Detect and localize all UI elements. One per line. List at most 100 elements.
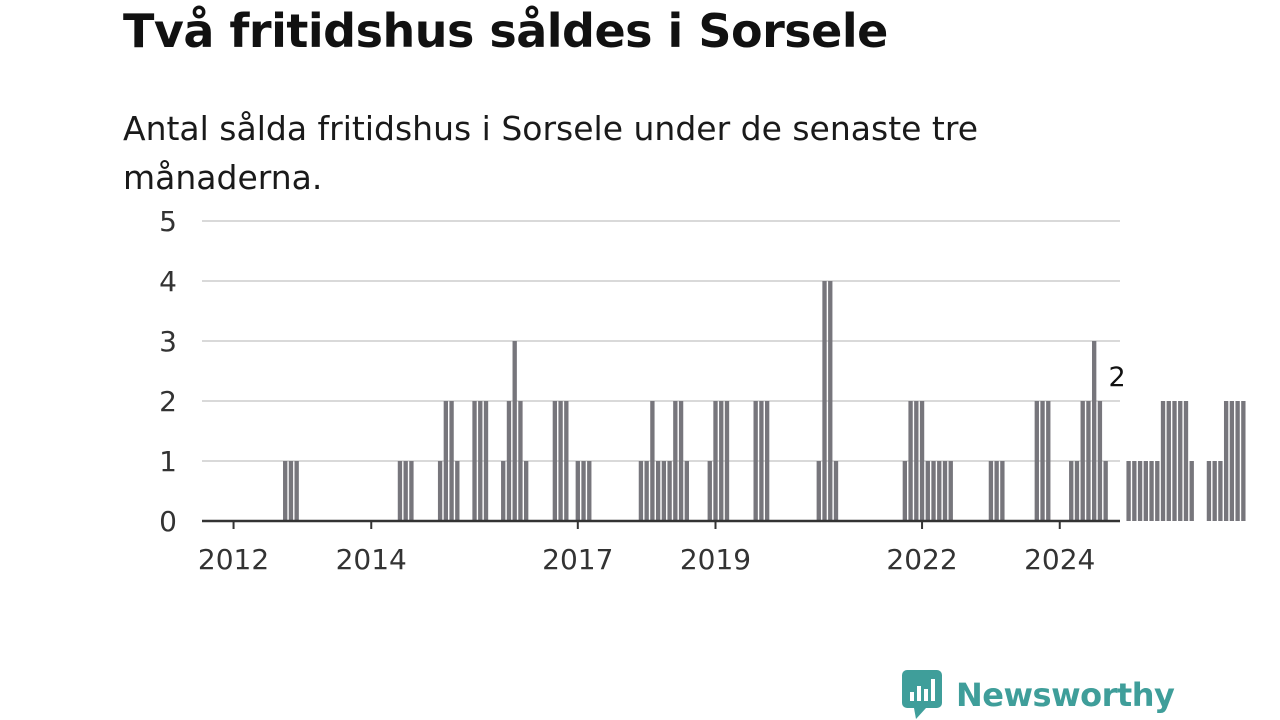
x-tick-label: 2022	[886, 543, 957, 576]
bar	[655, 461, 661, 521]
bar	[581, 461, 586, 521]
gridlines	[202, 220, 1120, 462]
bar	[1132, 461, 1137, 521]
bar	[478, 401, 483, 521]
bar	[403, 461, 408, 521]
bar	[524, 461, 529, 521]
bar	[288, 461, 294, 521]
bar	[518, 401, 523, 521]
bar	[1206, 461, 1212, 521]
bar	[397, 461, 403, 521]
bar	[1172, 401, 1177, 521]
bar	[667, 461, 672, 521]
bar	[437, 461, 443, 521]
bar	[1086, 401, 1091, 521]
newsworthy-logo-icon	[902, 670, 942, 719]
bar	[1097, 401, 1103, 521]
bar	[1155, 461, 1160, 521]
bar	[1183, 401, 1189, 521]
x-tick-label: 2024	[1024, 543, 1095, 576]
y-tick-label: 3	[159, 325, 177, 358]
bar	[638, 461, 644, 521]
bar	[650, 401, 655, 521]
bar	[759, 401, 764, 521]
bar	[1126, 461, 1131, 521]
bar	[828, 281, 833, 521]
bar	[443, 401, 449, 521]
bar	[678, 401, 684, 521]
bar	[1178, 401, 1183, 521]
bar	[948, 461, 953, 521]
bar	[764, 401, 770, 521]
bar	[1160, 401, 1166, 521]
chart-subtitle: Antal sålda fritidshus i Sorsele under d…	[123, 109, 979, 197]
bar	[512, 341, 517, 521]
bar	[1235, 401, 1240, 521]
bar	[283, 461, 288, 521]
bar	[684, 461, 689, 521]
bar	[925, 461, 930, 521]
bar	[1080, 401, 1085, 521]
bar	[1000, 461, 1005, 521]
bars	[283, 281, 1246, 521]
bar	[753, 401, 758, 521]
bar	[644, 461, 649, 521]
x-tick-label: 2014	[336, 543, 407, 576]
bar	[1137, 461, 1143, 521]
bar	[1218, 461, 1223, 521]
x-tick-label: 2019	[680, 543, 751, 576]
bar	[472, 401, 477, 521]
bar	[994, 461, 999, 521]
bar	[1189, 461, 1194, 521]
bar	[558, 401, 563, 521]
data-labels: 2	[1109, 362, 1126, 393]
chart-title: Två fritidshus såldes i Sorsele	[123, 4, 888, 58]
bar	[1166, 401, 1171, 521]
bar	[483, 401, 489, 521]
newsworthy-logo: Newsworthy	[902, 670, 1175, 720]
bar	[707, 461, 712, 521]
bar	[1149, 461, 1154, 521]
bar	[908, 401, 913, 521]
bar	[506, 401, 512, 521]
bar	[833, 461, 839, 521]
bar	[455, 461, 460, 521]
bar	[942, 461, 948, 521]
bar	[552, 401, 558, 521]
bar	[673, 401, 678, 521]
bar	[719, 401, 724, 521]
bar	[713, 401, 718, 521]
bar	[661, 461, 667, 521]
bar	[1074, 461, 1080, 521]
bar	[902, 461, 908, 521]
y-tick-label: 1	[159, 445, 177, 478]
bar	[1069, 461, 1074, 521]
bar	[1241, 401, 1246, 521]
bar	[1223, 401, 1229, 521]
bar	[1143, 461, 1148, 521]
bar	[1040, 401, 1045, 521]
bar	[724, 401, 730, 521]
bar	[937, 461, 942, 521]
x-tick-label: 2017	[542, 543, 613, 576]
brand-name: Newsworthy	[956, 676, 1175, 714]
bar	[816, 461, 821, 521]
bar	[1092, 341, 1097, 521]
bar	[409, 461, 414, 521]
x-axis-ticks: 2012 2014 2017 2019 2022 2024	[198, 521, 1095, 576]
y-tick-label: 0	[159, 505, 177, 538]
bar	[1212, 461, 1217, 521]
bar	[449, 401, 454, 521]
bar	[501, 461, 506, 521]
bar	[822, 281, 827, 521]
y-axis-ticks: 0 1 2 3 4 5	[159, 205, 177, 538]
bar	[564, 401, 569, 521]
bar	[1046, 401, 1051, 521]
y-tick-label: 4	[159, 265, 177, 298]
bar	[919, 401, 925, 521]
bar	[587, 461, 592, 521]
y-tick-label: 5	[159, 205, 177, 238]
bar	[1229, 401, 1235, 521]
bar	[294, 461, 299, 521]
bar	[914, 401, 919, 521]
